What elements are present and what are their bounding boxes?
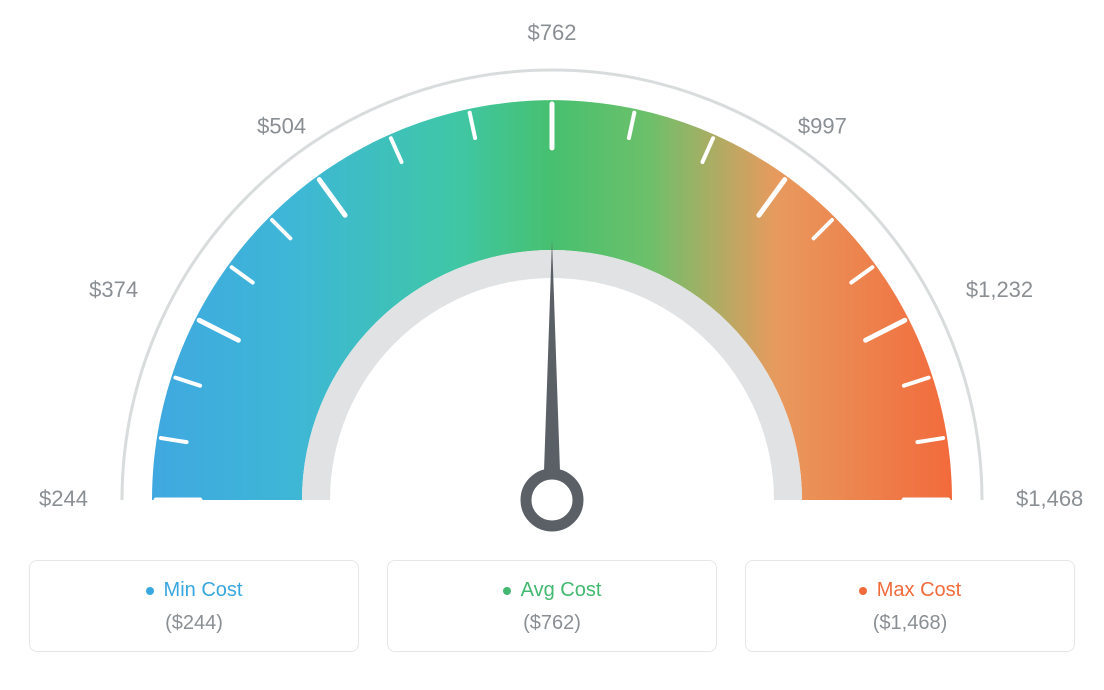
- legend-row: Min Cost ($244) Avg Cost ($762) Max Cost…: [0, 560, 1104, 676]
- svg-text:$1,232: $1,232: [966, 277, 1033, 302]
- legend-card-min: Min Cost ($244): [29, 560, 359, 652]
- legend-title-avg: Avg Cost: [503, 579, 602, 602]
- legend-dot-avg: [503, 587, 511, 595]
- svg-text:$244: $244: [39, 486, 88, 511]
- gauge-svg: $244 $374 $504 $762 $997 $1,232 $1,468: [0, 0, 1104, 560]
- legend-card-max: Max Cost ($1,468): [745, 560, 1075, 652]
- svg-text:$504: $504: [257, 114, 306, 139]
- legend-dot-min: [146, 587, 154, 595]
- legend-title-max-text: Max Cost: [877, 579, 961, 602]
- svg-text:$1,468: $1,468: [1016, 486, 1083, 511]
- legend-title-avg-text: Avg Cost: [521, 579, 602, 602]
- gauge-chart: $244 $374 $504 $762 $997 $1,232 $1,468: [0, 0, 1104, 560]
- legend-title-min-text: Min Cost: [164, 579, 243, 602]
- legend-value-min: ($244): [40, 612, 348, 635]
- svg-text:$997: $997: [798, 114, 847, 139]
- legend-dot-max: [859, 587, 867, 595]
- legend-value-max: ($1,468): [756, 612, 1064, 635]
- svg-text:$374: $374: [89, 277, 138, 302]
- legend-title-min: Min Cost: [146, 579, 243, 602]
- svg-text:$762: $762: [528, 20, 577, 45]
- legend-title-max: Max Cost: [859, 579, 961, 602]
- legend-value-avg: ($762): [398, 612, 706, 635]
- legend-card-avg: Avg Cost ($762): [387, 560, 717, 652]
